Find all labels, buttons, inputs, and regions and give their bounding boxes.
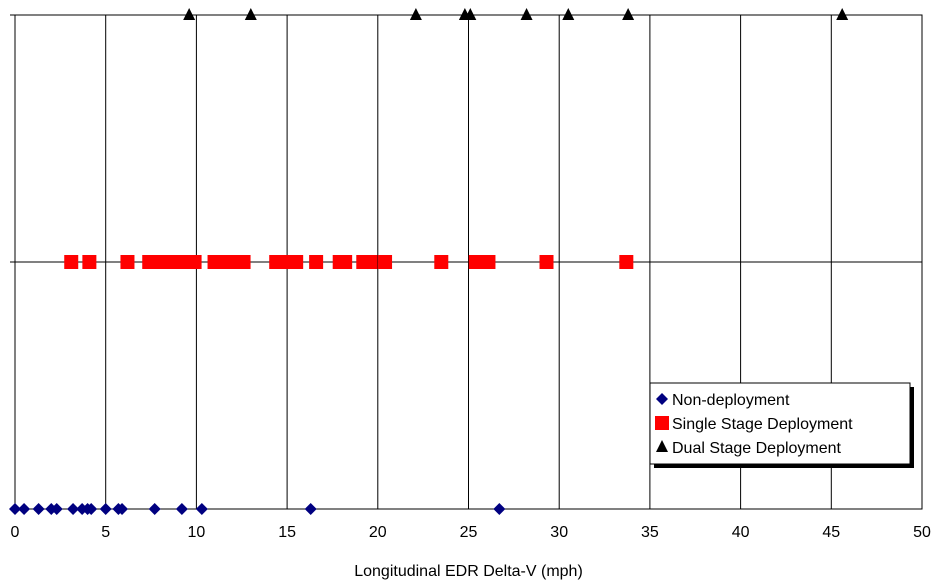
data-point-diamond	[99, 503, 112, 515]
data-point-diamond	[85, 503, 98, 515]
data-point-diamond	[148, 503, 161, 515]
x-tick-label: 10	[188, 524, 206, 541]
data-point-diamond	[32, 503, 45, 515]
x-tick-label: 35	[641, 524, 659, 541]
data-point-square	[378, 255, 393, 269]
data-point-square	[481, 255, 496, 269]
data-point-triangle	[464, 8, 477, 20]
data-point-diamond	[304, 503, 317, 515]
x-tick-labels: 0 5 10 15 20 25 30 35 40 45 50	[11, 524, 931, 541]
data-point-diamond	[116, 503, 129, 515]
data-point-triangle	[244, 8, 257, 20]
series-diamond	[9, 503, 506, 515]
data-point-diamond	[493, 503, 506, 515]
x-tick-label: 25	[460, 524, 478, 541]
data-point-square	[278, 255, 293, 269]
legend-marker-square	[655, 416, 669, 430]
data-point-triangle	[562, 8, 575, 20]
y-axis-ticks	[10, 14, 15, 510]
data-point-square	[363, 255, 378, 269]
data-point-square	[236, 255, 251, 269]
data-point-diamond	[9, 503, 21, 515]
legend-label: Non-deployment	[672, 392, 790, 409]
data-point-square	[174, 255, 189, 269]
x-tick-label: 20	[369, 524, 387, 541]
data-point-square	[338, 255, 353, 269]
data-point-square	[309, 255, 324, 269]
data-point-triangle	[183, 8, 196, 20]
legend-label: Single Stage Deployment	[672, 416, 853, 433]
data-point-square	[289, 255, 304, 269]
legend-marker-triangle	[656, 440, 668, 452]
x-tick-label: 45	[822, 524, 840, 541]
data-points	[9, 8, 849, 515]
data-point-triangle	[409, 8, 422, 20]
legend: Non-deployment Single Stage Deployment Dua…	[649, 382, 914, 468]
x-tick-label: 50	[913, 524, 931, 541]
data-point-triangle	[836, 8, 849, 20]
data-point-diamond	[50, 503, 63, 515]
data-point-triangle	[520, 8, 533, 20]
data-point-diamond	[18, 503, 31, 515]
data-point-square	[539, 255, 554, 269]
data-point-square	[619, 255, 634, 269]
data-point-square	[82, 255, 97, 269]
x-tick-label: 5	[101, 524, 110, 541]
data-point-diamond	[195, 503, 208, 515]
data-point-diamond	[67, 503, 80, 515]
data-point-square	[64, 255, 79, 269]
x-tick-label: 40	[732, 524, 750, 541]
series-triangle	[183, 8, 849, 20]
x-tick-label: 30	[550, 524, 568, 541]
data-point-triangle	[622, 8, 635, 20]
x-tick-label: 15	[278, 524, 296, 541]
legend-marker-diamond	[656, 393, 668, 405]
x-axis-title: Longitudinal EDR Delta-V (mph)	[354, 563, 583, 580]
x-tick-label: 0	[11, 524, 20, 541]
legend-box	[649, 382, 911, 465]
data-point-square	[187, 255, 202, 269]
data-point-diamond	[175, 503, 188, 515]
data-point-square	[434, 255, 449, 269]
series-square	[64, 255, 634, 269]
legend-label: Dual Stage Deployment	[672, 440, 842, 457]
data-point-square	[120, 255, 135, 269]
